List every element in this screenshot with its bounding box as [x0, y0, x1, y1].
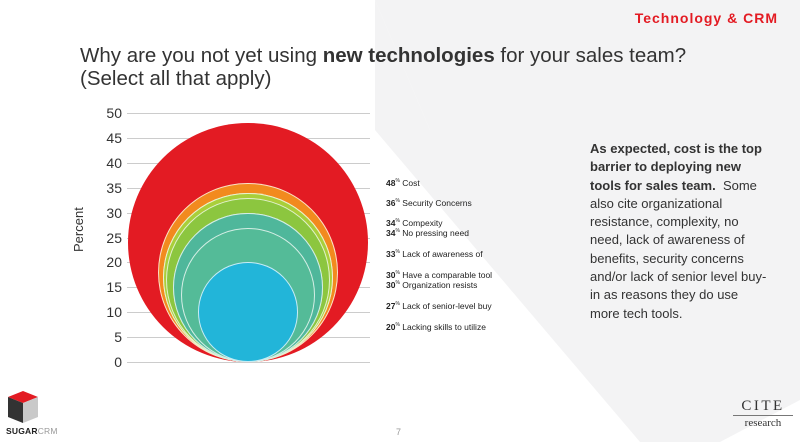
logo-divider [733, 415, 793, 416]
y-tick-label: 30 [106, 204, 122, 221]
legend-item: 30% Organization resists [386, 278, 477, 290]
bubble-lacking-skills-to-utilize [198, 262, 298, 362]
research-text: research [744, 417, 782, 429]
legend-item: 48% Cost [386, 176, 420, 188]
commentary: As expected, cost is the top barrier to … [590, 140, 770, 323]
legend-percent: 34% [386, 217, 400, 228]
title-bold: new technologies [322, 44, 495, 67]
legend-percent: 30% [386, 269, 400, 280]
legend-item: 36% Security Concerns [386, 196, 472, 208]
y-axis-label: Percent [71, 207, 86, 252]
commentary-bold: As expected, cost is the top barrier to … [590, 141, 762, 193]
title-part2: for your sales team? [494, 44, 687, 67]
legend-percent: 27% [386, 300, 400, 311]
gridline [127, 113, 370, 114]
legend-label: Organization resists [402, 279, 478, 290]
title-part1: Why are you not yet using [80, 44, 323, 67]
y-tick-label: 45 [106, 129, 122, 146]
legend-percent: 48% [386, 177, 400, 188]
legend-label: Cost [402, 177, 420, 188]
legend-percent: 20% [386, 321, 400, 332]
y-tick-label: 25 [106, 229, 122, 246]
y-tick-label: 15 [106, 279, 122, 296]
gridline [127, 362, 370, 363]
cite-research-logo: CITE research [733, 398, 793, 429]
legend-item: 27% Lack of senior-level buy [386, 299, 492, 311]
commentary-normal: Some also cite organizational resistance… [590, 177, 767, 321]
legend-label: Compexity [402, 217, 443, 228]
title-line2: (Select all that apply) [80, 67, 272, 90]
y-tick-label: 10 [106, 304, 122, 321]
y-tick-label: 20 [106, 254, 122, 271]
y-tick-label: 0 [114, 354, 122, 370]
legend-label: Lacking skills to utilize [402, 321, 486, 332]
legend-percent: 36% [386, 197, 400, 208]
y-tick-label: 50 [106, 105, 122, 121]
cite-text: CITE [741, 398, 785, 414]
legend-item: 20% Lacking skills to utilize [386, 320, 486, 332]
legend-item: 34% Compexity [386, 216, 442, 228]
legend-percent: 30% [386, 279, 400, 290]
y-tick-label: 5 [114, 329, 122, 346]
sugarcrm-logo: SUGARCRM [6, 426, 58, 436]
legend-item: 30% Have a comparable tool [386, 268, 492, 280]
y-tick-label: 40 [106, 154, 122, 171]
logo-sugar-text: SUGAR [6, 426, 38, 436]
logo-crm-text: CRM [37, 426, 58, 436]
sugarcrm-cube-icon [8, 391, 38, 423]
legend-label: Lack of senior-level buy [402, 300, 492, 311]
y-tick-label: 35 [106, 179, 122, 196]
legend-label: No pressing need [402, 227, 469, 238]
legend-item: 33% Lack of awareness of [386, 247, 483, 259]
section-tag: Technology & CRM [634, 10, 778, 26]
page-title: Why are you not yet using new technologi… [80, 44, 720, 90]
legend-percent: 34% [386, 227, 400, 238]
page-number: 7 [396, 427, 402, 437]
legend-label: Have a comparable tool [402, 269, 493, 280]
legend-percent: 33% [386, 248, 400, 259]
legend-label: Lack of awareness of [402, 248, 483, 259]
legend-label: Security Concerns [402, 197, 472, 208]
legend-item: 34% No pressing need [386, 226, 469, 238]
